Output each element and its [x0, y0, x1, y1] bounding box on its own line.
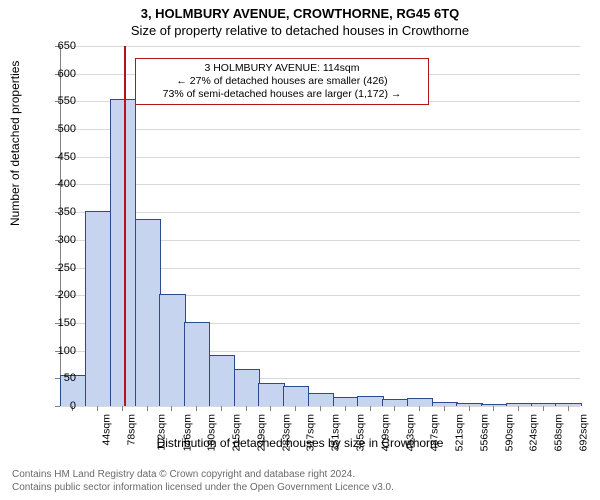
x-tick-mark: [419, 406, 420, 411]
histogram-bar: [283, 386, 309, 406]
x-tick-mark: [246, 406, 247, 411]
y-tick-label: 500: [44, 123, 76, 135]
x-tick-mark: [147, 406, 148, 411]
annotation-line2: ← 27% of detached houses are smaller (42…: [142, 75, 422, 88]
y-tick-label: 600: [44, 68, 76, 80]
plot-area: 44sqm78sqm112sqm146sqm180sqm215sqm249sqm…: [60, 46, 580, 406]
x-tick-mark: [518, 406, 519, 411]
histogram-bar: [531, 403, 557, 406]
y-tick-label: 150: [44, 317, 76, 329]
x-tick-mark: [493, 406, 494, 411]
annotation-line3: 73% of semi-detached houses are larger (…: [142, 88, 422, 101]
x-tick-mark: [469, 406, 470, 411]
histogram-bar: [110, 99, 136, 406]
histogram-bar: [209, 355, 235, 406]
gridline: [60, 184, 580, 185]
y-tick-label: 200: [44, 289, 76, 301]
histogram-bar: [333, 397, 359, 406]
histogram-bar: [85, 211, 111, 406]
y-tick-label: 0: [44, 400, 76, 412]
page-title-line1: 3, HOLMBURY AVENUE, CROWTHORNE, RG45 6TQ: [0, 0, 600, 21]
histogram-chart: 44sqm78sqm112sqm146sqm180sqm215sqm249sqm…: [60, 46, 580, 406]
histogram-bar: [159, 294, 185, 406]
x-tick-mark: [568, 406, 569, 411]
y-tick-label: 350: [44, 206, 76, 218]
y-axis-label: Number of detached properties: [8, 61, 22, 226]
histogram-bar: [234, 369, 260, 406]
gridline: [60, 157, 580, 158]
y-tick-label: 450: [44, 151, 76, 163]
y-tick-label: 50: [44, 372, 76, 384]
x-tick-mark: [97, 406, 98, 411]
histogram-bar: [407, 398, 433, 406]
x-tick-mark: [370, 406, 371, 411]
x-axis-label: Distribution of detached houses by size …: [0, 436, 600, 450]
histogram-bar: [184, 322, 210, 406]
y-tick-label: 550: [44, 95, 76, 107]
x-tick-mark: [171, 406, 172, 411]
annotation-line1: 3 HOLMBURY AVENUE: 114sqm: [142, 62, 422, 75]
footer-line2: Contains public sector information licen…: [12, 482, 394, 495]
annotation-box: 3 HOLMBURY AVENUE: 114sqm← 27% of detach…: [135, 58, 429, 105]
y-tick-label: 300: [44, 234, 76, 246]
x-tick-mark: [320, 406, 321, 411]
x-tick-mark: [345, 406, 346, 411]
x-tick-mark: [196, 406, 197, 411]
page-title-line2: Size of property relative to detached ho…: [0, 21, 600, 38]
histogram-bar: [258, 383, 284, 406]
x-tick-mark: [543, 406, 544, 411]
histogram-bar: [357, 396, 383, 406]
y-tick-label: 650: [44, 40, 76, 52]
y-tick-label: 400: [44, 178, 76, 190]
footer-line1: Contains HM Land Registry data © Crown c…: [12, 469, 394, 482]
x-tick-mark: [221, 406, 222, 411]
x-tick-mark: [444, 406, 445, 411]
histogram-bar: [135, 219, 161, 406]
gridline: [60, 46, 580, 47]
gridline: [60, 129, 580, 130]
histogram-bar: [308, 393, 334, 406]
x-tick-mark: [394, 406, 395, 411]
y-tick-label: 100: [44, 345, 76, 357]
histogram-bar: [432, 402, 458, 406]
property-marker-line: [124, 46, 126, 406]
x-tick-mark: [270, 406, 271, 411]
histogram-bar: [456, 403, 482, 406]
gridline: [60, 212, 580, 213]
x-tick-mark: [122, 406, 123, 411]
copyright-footer: Contains HM Land Registry data © Crown c…: [12, 469, 394, 494]
histogram-bar: [555, 403, 581, 406]
x-tick-mark: [295, 406, 296, 411]
y-tick-label: 250: [44, 262, 76, 274]
